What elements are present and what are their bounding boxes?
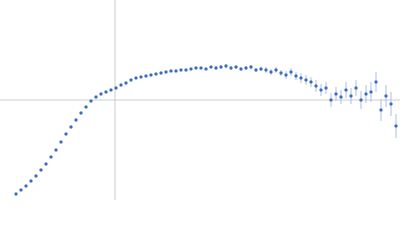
data-point: [154, 72, 158, 76]
data-point: [259, 67, 263, 71]
data-point: [69, 125, 73, 129]
data-point: [329, 98, 333, 102]
data-point: [294, 74, 298, 78]
data-point: [194, 66, 198, 70]
data-point: [169, 69, 173, 73]
chart: [0, 0, 400, 200]
data-point: [389, 102, 393, 106]
data-point: [139, 75, 143, 79]
data-point: [229, 66, 233, 70]
data-point: [254, 68, 258, 72]
data-point: [384, 94, 388, 98]
data-point: [334, 92, 338, 96]
data-point: [249, 65, 253, 69]
data-point: [314, 84, 318, 88]
data-point: [59, 140, 63, 144]
data-point: [349, 94, 353, 98]
data-point: [379, 108, 383, 112]
data-point: [174, 69, 178, 73]
data-point: [44, 162, 48, 166]
data-point: [104, 90, 108, 94]
data-point: [124, 81, 128, 85]
data-point: [354, 86, 358, 90]
data-point: [89, 99, 93, 103]
data-point: [109, 88, 113, 92]
data-point: [179, 68, 183, 72]
data-point: [234, 65, 238, 69]
data-point: [24, 184, 28, 188]
data-point: [209, 65, 213, 69]
data-point: [129, 78, 133, 82]
data-point: [159, 71, 163, 75]
data-point: [119, 83, 123, 87]
data-point: [214, 66, 218, 70]
data-point: [114, 86, 118, 90]
data-point: [394, 124, 398, 128]
data-point: [239, 67, 243, 71]
page: (() => { const data = JSON.parse(documen…: [0, 0, 400, 200]
data-point: [224, 64, 228, 68]
data-point: [299, 76, 303, 80]
data-point: [369, 90, 373, 94]
data-point: [289, 70, 293, 74]
data-point: [309, 80, 313, 84]
data-point: [269, 70, 273, 74]
data-point: [319, 88, 323, 92]
data-point: [54, 148, 58, 152]
data-point: [84, 105, 88, 109]
data-point: [164, 70, 168, 74]
data-point: [184, 68, 188, 72]
data-point: [279, 71, 283, 75]
data-point: [79, 111, 83, 115]
data-point: [94, 95, 98, 99]
data-point: [284, 73, 288, 77]
data-point: [49, 155, 53, 159]
data-point: [219, 65, 223, 69]
data-point: [374, 80, 378, 84]
data-point: [339, 95, 343, 99]
data-point: [144, 74, 148, 78]
data-point: [34, 174, 38, 178]
data-point: [39, 168, 43, 172]
data-point: [189, 67, 193, 71]
data-point: [244, 66, 248, 70]
data-point: [324, 86, 328, 90]
data-point: [74, 118, 78, 122]
data-point: [29, 179, 33, 183]
data-point: [199, 66, 203, 70]
data-point: [274, 68, 278, 72]
data-point: [14, 192, 18, 196]
data-point: [64, 132, 68, 136]
data-point: [264, 68, 268, 72]
data-point: [149, 73, 153, 77]
data-point: [304, 78, 308, 82]
data-point: [99, 92, 103, 96]
data-point: [359, 98, 363, 102]
data-point: [364, 92, 368, 96]
data-point: [19, 188, 23, 192]
data-point: [344, 88, 348, 92]
data-point: [204, 67, 208, 71]
data-point: [134, 76, 138, 80]
